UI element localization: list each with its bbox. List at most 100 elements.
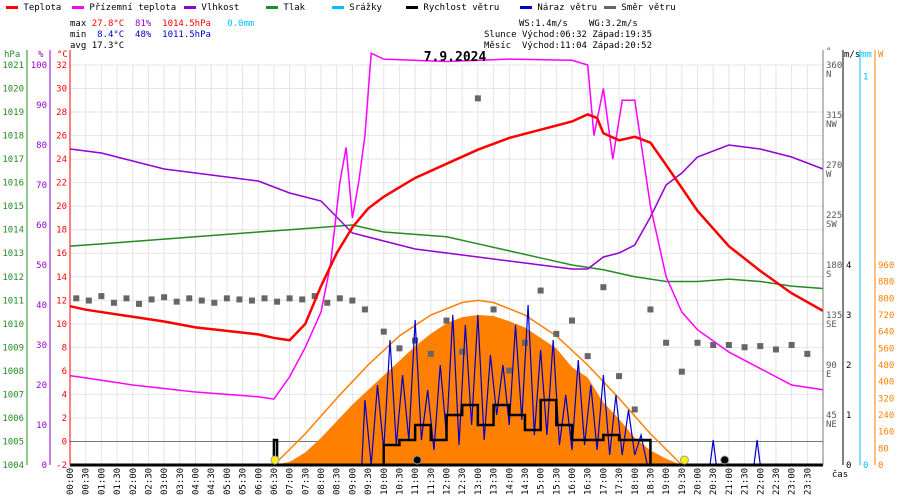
wind-direction-point	[261, 295, 268, 302]
direction-tick-compass: NE	[826, 420, 837, 430]
radiation-tick: 400	[878, 378, 894, 388]
wind-direction-point	[236, 296, 243, 303]
humidity-tick: 10	[36, 421, 47, 431]
x-tick-label: 05:00	[223, 468, 233, 495]
x-tick-label: 15:30	[552, 468, 562, 495]
direction-tick-compass: E	[826, 370, 831, 380]
x-tick-label: 07:30	[301, 468, 311, 495]
wind-direction-point	[248, 297, 255, 304]
temperature-tick: 16	[56, 249, 67, 259]
pressure-tick: 1012	[2, 273, 24, 283]
legend-item: Náraz větru	[520, 3, 597, 14]
chart-title: 7.9.2024	[424, 50, 487, 65]
moonset: Západ:20:52	[592, 41, 652, 51]
humidity-axis-unit: %	[38, 50, 44, 60]
moonset-marker	[720, 455, 730, 465]
wind-direction-point	[98, 293, 105, 300]
x-tick-label: 06:00	[254, 468, 264, 495]
wind-direction-point	[710, 342, 717, 348]
x-tick-label: 00:30	[82, 468, 92, 495]
x-tick-label: 23:00	[788, 468, 798, 495]
x-tick-label: 13:30	[490, 468, 500, 495]
x-tick-label: 14:00	[505, 468, 515, 495]
temperature-tick: 28	[56, 108, 67, 118]
pressure-axis-unit: hPa	[4, 50, 20, 60]
direction-tick-compass: SE	[826, 320, 837, 330]
wind-direction-point	[631, 406, 638, 413]
min-pressure: 1011.5hPa	[162, 30, 211, 40]
wind-direction-point	[553, 330, 560, 337]
wind-direction-point	[757, 343, 764, 350]
x-tick-label: 20:00	[694, 468, 704, 495]
direction-tick: 90	[826, 361, 837, 371]
radiation-tick: 560	[878, 344, 894, 354]
legend-label: Srážky	[349, 3, 382, 13]
direction-tick-compass: S	[826, 270, 831, 280]
x-tick-label: 01:30	[113, 468, 123, 495]
stats-avg: avg 17.3°C	[70, 41, 124, 52]
avg-temp: 17.3°C	[91, 41, 125, 51]
x-tick-label: 22:00	[756, 468, 766, 495]
pressure-tick: 1020	[2, 85, 24, 95]
legend-item: Vlhkost	[184, 3, 239, 14]
x-tick-label: 04:00	[192, 468, 202, 495]
legend-label: Směr větru	[621, 3, 676, 13]
pressure-tick: 1015	[2, 202, 24, 212]
legend-swatch	[604, 6, 616, 9]
wind-direction-point	[537, 287, 544, 294]
wind-direction-point	[299, 296, 306, 303]
legend-item: Přízemní teplota	[72, 3, 176, 14]
wind-direction-point	[788, 342, 795, 348]
x-tick-label: 10:00	[380, 468, 390, 495]
wind-direction-point	[584, 353, 591, 360]
wind-direction-point	[324, 299, 331, 306]
pressure-tick: 1006	[2, 414, 24, 424]
temperature-tick: 8	[62, 343, 67, 353]
stats-min: min 8.4°C 48% 1011.5hPa	[70, 30, 211, 41]
wind-direction-point	[73, 295, 80, 302]
x-tick-label: 08:00	[317, 468, 327, 495]
x-tick-label: 23:30	[803, 468, 813, 495]
direction-tick: 135	[826, 311, 842, 321]
radiation-tick: 0	[878, 461, 883, 471]
min-temp: 8.4°C	[97, 30, 125, 40]
pressure-tick: 1008	[2, 367, 24, 377]
legend-label: Vlhkost	[201, 3, 240, 13]
wind-direction-point	[349, 297, 356, 304]
wind-direction-point	[725, 342, 732, 348]
rain-tick: 0	[863, 461, 868, 471]
x-tick-label: 12:00	[443, 468, 453, 495]
legend-swatch	[72, 6, 84, 9]
temperature-tick: -2	[56, 461, 67, 471]
x-tick-label: 02:00	[129, 468, 139, 495]
x-tick-label: 14:30	[521, 468, 531, 495]
series-radiace-area	[273, 315, 682, 465]
sunrise: Východ:06:32	[521, 30, 587, 40]
sunset: Západ:19:35	[592, 30, 652, 40]
legend-swatch	[520, 6, 532, 9]
series-vlhkost-line	[69, 144, 824, 270]
stats-max: max 27.8°C 81% 1014.5hPa 0.0mm	[70, 19, 254, 30]
x-tick-label: 16:00	[568, 468, 578, 495]
direction-tick-compass: W	[826, 170, 832, 180]
pressure-tick: 1017	[2, 155, 24, 165]
x-tick-label: 09:00	[348, 468, 358, 495]
x-tick-label: 17:30	[615, 468, 625, 495]
x-tick-label: 19:30	[678, 468, 688, 495]
wind-direction-point	[663, 339, 670, 346]
pressure-tick: 1005	[2, 437, 24, 447]
humidity-tick: 80	[36, 141, 47, 151]
x-tick-label: 08:30	[333, 468, 343, 495]
temperature-tick: 22	[56, 179, 67, 189]
temperature-tick: 2	[62, 414, 67, 424]
wind-direction-point	[361, 306, 368, 313]
x-tick-label: 04:30	[207, 468, 217, 495]
pressure-tick: 1014	[2, 226, 24, 236]
wind-direction-point	[148, 296, 155, 303]
direction-tick: 225	[826, 211, 842, 221]
wind-direction-point	[85, 297, 92, 304]
wind-direction-point	[223, 295, 230, 302]
radiation-tick: 480	[878, 361, 894, 371]
radiation-tick: 320	[878, 394, 894, 404]
x-tick-label: 22:30	[772, 468, 782, 495]
